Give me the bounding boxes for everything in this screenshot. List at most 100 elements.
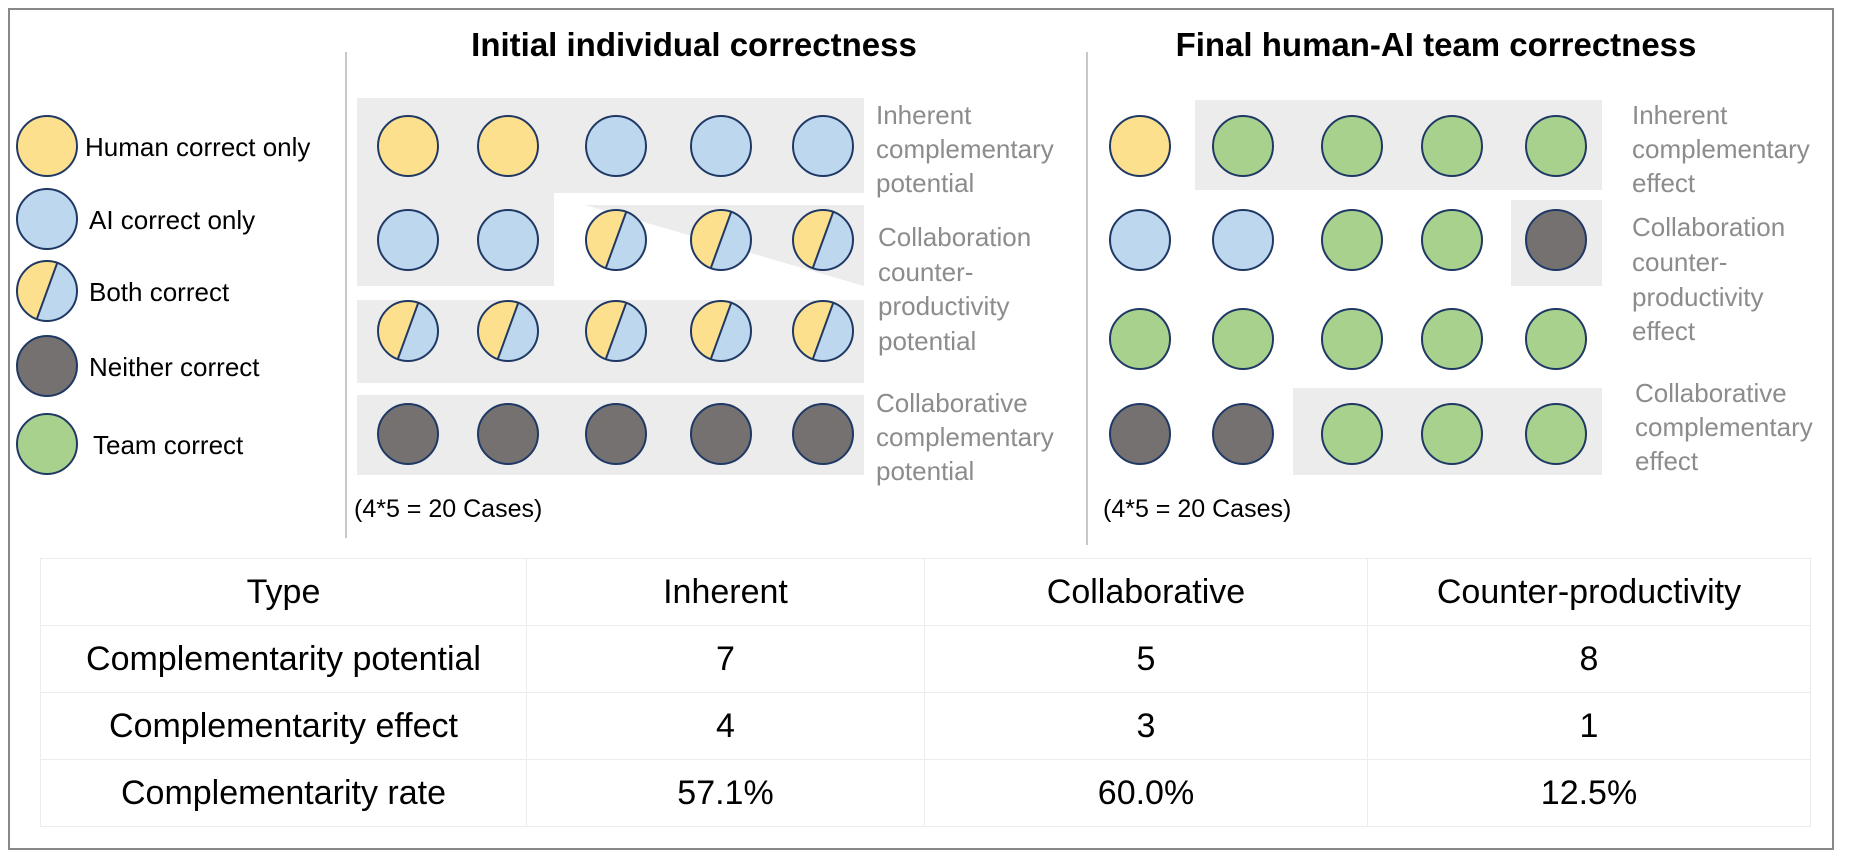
case-circle-both (690, 209, 752, 271)
case-circle-ai (792, 115, 854, 177)
case-circle-neither (690, 403, 752, 465)
case-circle-neither (792, 403, 854, 465)
group-annotation: Inherent (1632, 100, 1728, 130)
figure-frame (8, 8, 1834, 850)
case-circle-team (1321, 115, 1383, 177)
case-circle-both (585, 209, 647, 271)
header-cell-counter-productivity: Counter-productivity (1367, 558, 1811, 626)
case-circle-team (1109, 308, 1171, 370)
case-circle-team (1321, 403, 1383, 465)
group-annotation: potential (876, 456, 974, 486)
group-annotation: productivity (1632, 282, 1764, 312)
case-circle-neither (377, 403, 439, 465)
group-annotation: Collaboration (878, 222, 1031, 252)
group-annotation: productivity (878, 291, 1010, 321)
case-circle-team (1421, 115, 1483, 177)
case-circle-both (477, 300, 539, 362)
group-annotation: effect (1632, 168, 1696, 198)
group-annotation: potential (876, 168, 974, 198)
case-circle-both (792, 209, 854, 271)
case-count-caption: (4*5 = 20 Cases) (354, 495, 542, 523)
case-circle-neither (585, 403, 647, 465)
case-circle-neither (1525, 209, 1587, 271)
panel-title: Final human-AI team correctness (1176, 26, 1697, 63)
group-annotation: potential (878, 326, 976, 356)
case-circle-team (1321, 308, 1383, 370)
case-circle-human (377, 115, 439, 177)
legend-swatch-human (16, 115, 78, 177)
complementarity-table: Type Inherent Collaborative Counter-prod… (40, 558, 1811, 827)
inherent-effect-region (1195, 100, 1602, 190)
case-circle-both (377, 300, 439, 362)
case-circle-human (477, 115, 539, 177)
table-cell: 5 (924, 625, 1368, 693)
group-annotation: complementary (876, 422, 1054, 452)
legend-swatch-team (16, 413, 78, 475)
case-circle-ai (1212, 209, 1274, 271)
group-annotation: complementary (1635, 412, 1813, 442)
case-circle-both (585, 300, 647, 362)
case-circle-team (1525, 115, 1587, 177)
group-annotation: complementary (876, 134, 1054, 164)
case-circle-team (1525, 308, 1587, 370)
legend-swatch-neither (16, 335, 78, 397)
case-circle-team (1421, 308, 1483, 370)
group-annotation: Collaborative (1635, 378, 1787, 408)
group-annotation: counter- (1632, 247, 1727, 277)
panel-dividers (345, 52, 1088, 545)
panel-final-team-correctness: Final human-AI team correctness Inherent c… (1103, 26, 1813, 523)
table-cell: 60.0% (924, 759, 1368, 827)
table-cell: 12.5% (1367, 759, 1811, 827)
case-circle-team (1212, 115, 1274, 177)
group-annotation: effect (1635, 446, 1699, 476)
panel-initial-correctness: Initial individual correctness Inherent co… (354, 26, 1054, 523)
panel-title: Initial individual correctness (471, 26, 917, 63)
case-circle-ai (585, 115, 647, 177)
table-row-effect: Complementarity effect 4 3 1 (40, 692, 1811, 760)
case-circle-neither (477, 403, 539, 465)
table-cell: 1 (1367, 692, 1811, 760)
legend-label: Neither correct (89, 352, 260, 382)
header-cell-inherent: Inherent (526, 558, 925, 626)
legend-swatch-both (16, 260, 78, 322)
case-count-caption: (4*5 = 20 Cases) (1103, 495, 1291, 523)
case-circle-ai (1109, 209, 1171, 271)
case-circle-team (1421, 403, 1483, 465)
case-circle-team (1421, 209, 1483, 271)
case-circle-team (1321, 209, 1383, 271)
diagram-canvas: Human correct only AI correct only Both co… (16, 26, 1813, 545)
table-cell: 4 (526, 692, 925, 760)
legend-swatch-ai (16, 188, 78, 250)
table-cell: 8 (1367, 625, 1811, 693)
group-annotation: Collaborative (876, 388, 1028, 418)
header-cell-collaborative: Collaborative (924, 558, 1368, 626)
legend-item-neither: Neither correct (16, 335, 260, 397)
legend-label: Human correct only (85, 132, 310, 162)
case-circle-ai (690, 115, 752, 177)
legend-item-both: Both correct (16, 260, 230, 322)
group-annotation: complementary (1632, 134, 1810, 164)
case-circle-both (690, 300, 752, 362)
case-circle-team (1525, 403, 1587, 465)
table-cell: 7 (526, 625, 925, 693)
legend-item-team: Team correct (16, 413, 244, 475)
case-circle-neither (1212, 403, 1274, 465)
table-header-row: Type Inherent Collaborative Counter-prod… (40, 558, 1811, 626)
case-circle-team (1212, 308, 1274, 370)
header-cell-type: Type (40, 558, 527, 626)
row-label: Complementarity potential (40, 625, 527, 693)
case-circle-ai (377, 209, 439, 271)
table-cell: 57.1% (526, 759, 925, 827)
group-annotation: Collaboration (1632, 212, 1785, 242)
case-circle-both (792, 300, 854, 362)
row-label: Complementarity effect (40, 692, 527, 760)
row-label: Complementarity rate (40, 759, 527, 827)
group-annotation: Inherent (876, 100, 972, 130)
case-circle-neither (1109, 403, 1171, 465)
case-circle-human (1109, 115, 1171, 177)
table-row-potential: Complementarity potential 7 5 8 (40, 625, 1811, 693)
legend: Human correct only AI correct only Both co… (16, 115, 310, 475)
group-annotation: effect (1632, 316, 1696, 346)
group-annotation: counter- (878, 257, 973, 287)
legend-label: Both correct (89, 277, 230, 307)
